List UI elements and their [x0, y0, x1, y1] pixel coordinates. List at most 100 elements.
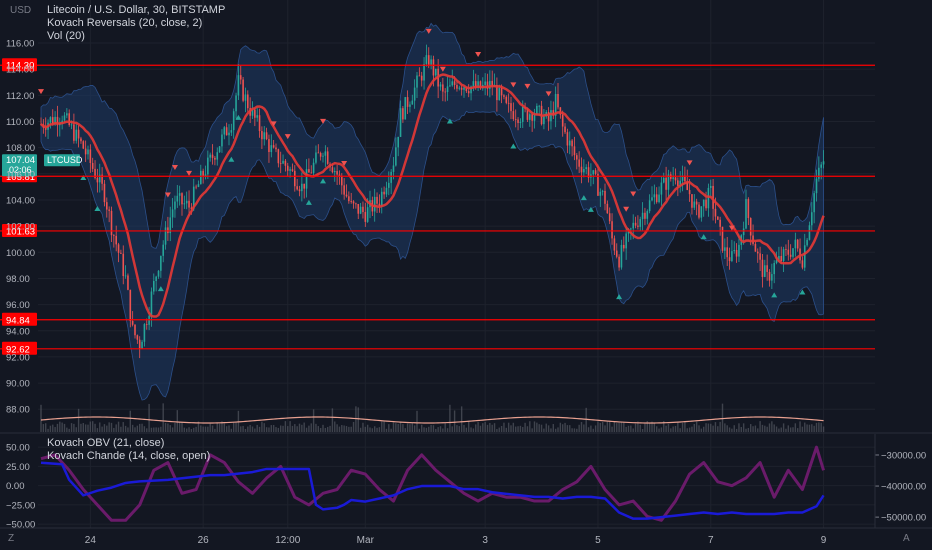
candle-body [653, 194, 656, 198]
candle-body [618, 256, 620, 268]
candle-body [474, 81, 477, 89]
candle-body [742, 228, 745, 236]
volume-bar [341, 425, 343, 432]
symbol-title[interactable]: Litecoin / U.S. Dollar, 30, BITSTAMP [47, 4, 226, 16]
candle-body [472, 81, 475, 87]
candle-body [348, 196, 350, 202]
volume-bar [162, 403, 164, 432]
candle-body [178, 193, 181, 196]
volume-bar [188, 427, 190, 432]
volume-bar [75, 427, 77, 432]
candle-body [794, 239, 797, 249]
indicator-kovach-reversals[interactable]: Kovach Reversals (20, close, 2) [47, 17, 203, 29]
candle-body [815, 178, 818, 194]
candle-body [634, 222, 637, 226]
volume-bar [291, 425, 294, 432]
candle-body [738, 244, 740, 257]
candle-body [615, 250, 618, 257]
candle-body [136, 335, 139, 340]
candle-body [44, 127, 47, 130]
timezone-button[interactable]: Z [8, 533, 15, 544]
candle-body [277, 149, 280, 164]
candle-body [272, 145, 275, 148]
volume-bar [66, 427, 68, 432]
candle-body [818, 167, 820, 179]
volume-bar [397, 423, 399, 432]
main-legend: Litecoin / U.S. Dollar, 30, BITSTAMP Kov… [47, 4, 225, 43]
auto-scale-button[interactable]: A [903, 533, 910, 544]
volume-bar [681, 422, 684, 432]
candle-body [444, 91, 446, 93]
volume-bar [146, 428, 148, 432]
candle-body [254, 109, 256, 118]
volume-bar [169, 425, 171, 432]
candle-body [460, 87, 463, 90]
volume-bar [207, 426, 209, 432]
volume-bar [815, 422, 818, 432]
indicator-kovach-chande[interactable]: Kovach Chande (14, close, open) [47, 450, 211, 462]
volume-bar [562, 424, 564, 432]
volume-bar [799, 421, 801, 432]
volume-bar [202, 426, 204, 432]
volume-bar [45, 423, 47, 432]
bar-countdown-label: 02:06 [9, 165, 32, 175]
candle-body [54, 116, 56, 124]
volume-bar [787, 425, 789, 432]
candle-body [244, 94, 247, 101]
candle-body [684, 175, 686, 182]
indicator-volume[interactable]: Vol (20) [47, 30, 85, 42]
volume-bar [310, 423, 312, 432]
volume-bar [99, 422, 101, 432]
volume-bar [176, 410, 178, 432]
volume-bar [453, 410, 456, 432]
volume-bar [714, 422, 717, 432]
candle-body [641, 212, 644, 220]
candle-body [214, 157, 216, 160]
candle-body [531, 114, 533, 121]
volume-bar [606, 421, 609, 432]
candle-body [239, 75, 242, 80]
candle-body [397, 136, 399, 148]
volume-bar [167, 423, 169, 432]
candle-body [289, 169, 291, 171]
price-tick-label: 110.00 [6, 117, 34, 128]
candle-body [420, 75, 423, 81]
candle-body [651, 197, 653, 201]
time-axis[interactable]: 24 26 12:00 Mar 3 5 7 9 [0, 527, 932, 546]
volume-bar [258, 426, 261, 432]
candle-body [80, 138, 82, 142]
volume-bar [223, 423, 225, 432]
candle-body [667, 174, 670, 190]
candle-body [89, 149, 92, 163]
price-tick-label: 102.00 [6, 222, 35, 233]
volume-bar [604, 425, 606, 432]
volume-bar [524, 422, 526, 432]
candle-body [333, 171, 336, 173]
candle-body [714, 208, 717, 217]
candle-body [693, 201, 696, 208]
price-tick-label: 106.00 [6, 169, 35, 180]
volume-bar [576, 428, 578, 432]
volume-bar [646, 421, 648, 432]
obv-tick-label: −30000.00 [881, 450, 926, 461]
volume-bar [538, 424, 540, 432]
candle-body [571, 140, 573, 147]
candle-body [592, 170, 595, 175]
candle-body [185, 200, 188, 204]
indicator-kovach-obv[interactable]: Kovach OBV (21, close) [47, 437, 165, 449]
candle-body [171, 209, 174, 218]
candle-body [425, 55, 428, 64]
candle-body [764, 265, 766, 277]
volume-bar [181, 422, 183, 432]
price-axis[interactable]: 116.00 114.00 112.00 110.00 108.00 106.00 104.… [6, 39, 35, 416]
candle-body [782, 249, 785, 261]
volume-bar [517, 426, 519, 432]
time-tick-label: 3 [482, 535, 488, 546]
volume-bar [651, 421, 653, 432]
candle-body [594, 170, 597, 174]
candle-body [129, 289, 132, 321]
candle-body [702, 199, 705, 207]
volume-bar [726, 425, 728, 432]
